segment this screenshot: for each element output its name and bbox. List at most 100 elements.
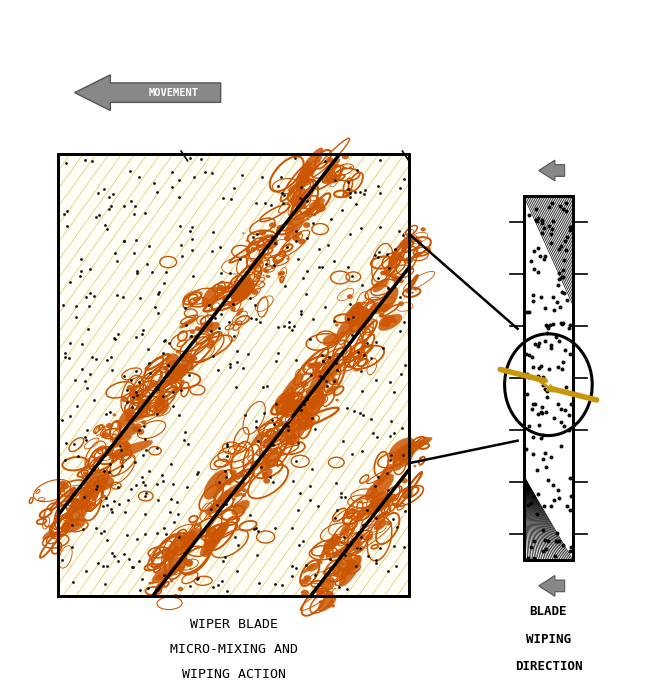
- Ellipse shape: [259, 230, 266, 236]
- Ellipse shape: [149, 582, 152, 584]
- Point: [355, 542, 365, 554]
- Ellipse shape: [129, 422, 134, 426]
- Ellipse shape: [288, 179, 314, 191]
- Ellipse shape: [155, 569, 178, 580]
- Point: [144, 466, 154, 477]
- Point: [566, 490, 576, 501]
- Ellipse shape: [149, 408, 152, 410]
- Point: [301, 560, 312, 571]
- Point: [156, 469, 167, 480]
- Point: [528, 432, 538, 443]
- Point: [559, 255, 569, 266]
- Ellipse shape: [286, 411, 311, 445]
- Point: [287, 523, 297, 534]
- Point: [564, 322, 574, 334]
- Ellipse shape: [310, 362, 317, 369]
- Point: [84, 263, 95, 274]
- Point: [358, 410, 368, 421]
- Point: [91, 522, 101, 533]
- Point: [102, 355, 112, 366]
- Ellipse shape: [321, 541, 333, 556]
- Point: [295, 193, 306, 204]
- Ellipse shape: [345, 529, 350, 533]
- Point: [528, 362, 538, 373]
- Point: [371, 374, 381, 385]
- Point: [337, 436, 348, 447]
- Ellipse shape: [393, 443, 412, 470]
- Point: [292, 437, 302, 448]
- Text: MOVEMENT: MOVEMENT: [149, 88, 199, 98]
- Point: [277, 579, 288, 591]
- Ellipse shape: [197, 327, 202, 332]
- Point: [108, 551, 119, 562]
- Point: [350, 199, 361, 210]
- Point: [528, 399, 538, 410]
- Point: [101, 493, 111, 504]
- Point: [71, 300, 81, 311]
- Ellipse shape: [350, 329, 354, 332]
- Ellipse shape: [193, 530, 196, 533]
- Point: [358, 519, 368, 530]
- Point: [140, 207, 151, 218]
- Point: [134, 425, 145, 436]
- Point: [64, 338, 75, 349]
- Point: [532, 508, 542, 519]
- Point: [81, 434, 92, 445]
- Ellipse shape: [330, 544, 336, 549]
- Point: [158, 475, 169, 487]
- Point: [175, 221, 186, 232]
- Point: [339, 531, 350, 542]
- Point: [542, 327, 552, 339]
- Ellipse shape: [414, 288, 418, 291]
- Point: [58, 209, 69, 220]
- Text: WIPING ACTION: WIPING ACTION: [182, 668, 286, 681]
- Point: [382, 485, 393, 496]
- Point: [554, 535, 564, 547]
- Ellipse shape: [257, 267, 260, 269]
- Point: [393, 226, 404, 237]
- Point: [207, 168, 217, 179]
- Point: [134, 171, 144, 182]
- Point: [152, 528, 162, 539]
- Point: [540, 250, 550, 261]
- Ellipse shape: [356, 513, 362, 518]
- Point: [256, 172, 267, 183]
- Ellipse shape: [296, 404, 305, 417]
- Point: [168, 386, 178, 397]
- Ellipse shape: [185, 371, 188, 373]
- Point: [264, 471, 275, 482]
- Ellipse shape: [307, 563, 319, 571]
- Point: [97, 500, 108, 512]
- Point: [559, 235, 570, 246]
- Ellipse shape: [251, 247, 256, 251]
- Ellipse shape: [318, 595, 336, 611]
- Ellipse shape: [127, 414, 133, 419]
- Point: [542, 385, 552, 396]
- Point: [384, 262, 394, 274]
- Ellipse shape: [132, 426, 139, 432]
- Point: [557, 271, 567, 282]
- Point: [279, 320, 289, 332]
- Point: [279, 189, 289, 200]
- Point: [118, 200, 129, 211]
- Point: [296, 181, 306, 192]
- Point: [251, 198, 261, 209]
- Ellipse shape: [275, 392, 295, 415]
- Ellipse shape: [195, 301, 198, 304]
- Point: [134, 584, 145, 595]
- Ellipse shape: [61, 483, 69, 489]
- Point: [559, 288, 569, 299]
- Point: [373, 471, 383, 482]
- Ellipse shape: [284, 235, 291, 242]
- Point: [389, 541, 400, 552]
- Point: [554, 492, 564, 503]
- Ellipse shape: [387, 268, 392, 272]
- Point: [119, 236, 130, 247]
- Point: [104, 191, 114, 202]
- Point: [212, 579, 223, 591]
- Point: [343, 261, 354, 272]
- Ellipse shape: [332, 378, 337, 383]
- Point: [549, 305, 559, 316]
- Ellipse shape: [246, 239, 248, 242]
- Ellipse shape: [302, 409, 309, 414]
